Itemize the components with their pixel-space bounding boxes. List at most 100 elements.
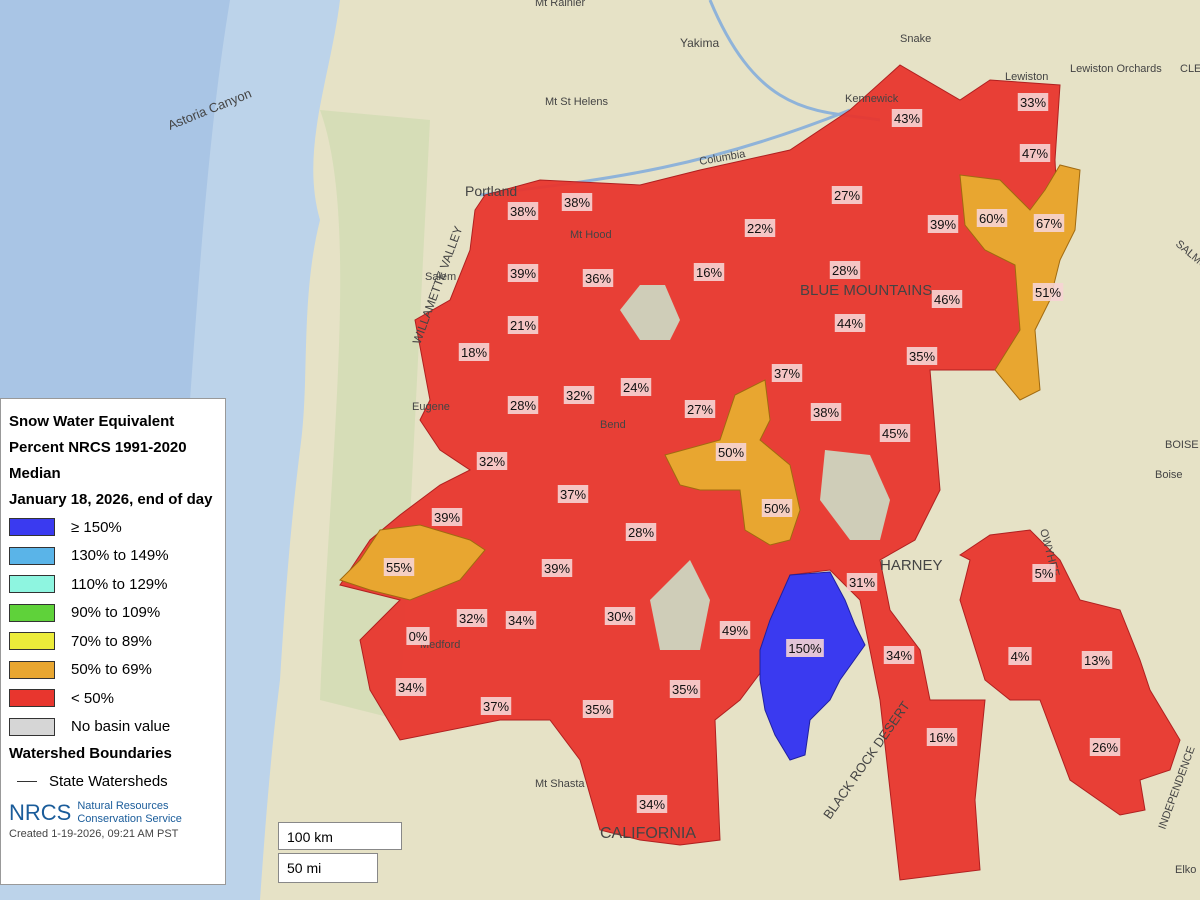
label-bg xyxy=(1032,283,1064,301)
label-bg xyxy=(1033,214,1065,232)
label-bg xyxy=(480,697,512,715)
label-bg xyxy=(1032,564,1056,582)
legend-row: ≥ 150% xyxy=(9,513,217,542)
basin-label: 5% xyxy=(1035,566,1054,581)
label-bg xyxy=(507,264,539,282)
label-bg xyxy=(1019,144,1051,162)
basin-label: 34% xyxy=(398,680,424,695)
label-bg xyxy=(883,646,915,664)
basin-area xyxy=(959,529,1181,816)
label-bg xyxy=(507,316,539,334)
basin-label: 38% xyxy=(510,204,536,219)
basin-label: 46% xyxy=(934,292,960,307)
legend-label: ≥ 150% xyxy=(71,518,122,536)
label-bg xyxy=(431,508,463,526)
agency: Conservation Service xyxy=(77,812,182,825)
basin-label: 39% xyxy=(510,266,536,281)
basin-label: 38% xyxy=(813,405,839,420)
basin-label: 4% xyxy=(1011,649,1030,664)
scale-km: 100 km xyxy=(278,822,402,850)
basin-label: 55% xyxy=(386,560,412,575)
place-label: Mt Rainier xyxy=(535,0,585,9)
label-bg xyxy=(846,573,878,591)
basin-label: 34% xyxy=(886,648,912,663)
no-value-area xyxy=(620,285,680,340)
basin-label: 32% xyxy=(479,454,505,469)
label-bg xyxy=(976,209,1008,227)
place-label: Lewiston xyxy=(1005,71,1048,83)
label-bg xyxy=(620,378,652,396)
label-bg xyxy=(931,290,963,308)
label-bg xyxy=(507,396,539,414)
place-label: CLEAR xyxy=(1180,63,1200,75)
basin-label: 18% xyxy=(461,345,487,360)
basin-label: 28% xyxy=(510,398,536,413)
legend-swatch xyxy=(9,603,55,622)
basin-label: 39% xyxy=(434,510,460,525)
basin-label: 16% xyxy=(929,730,955,745)
legend-row: < 50% xyxy=(9,684,217,713)
label-bg xyxy=(669,680,701,698)
basin-label: 36% xyxy=(585,271,611,286)
place-label: Medford xyxy=(420,639,460,651)
no-value-area xyxy=(650,560,710,650)
label-bg xyxy=(557,485,589,503)
place-label: HARNEY xyxy=(880,557,943,574)
basin-label: 49% xyxy=(722,623,748,638)
legend-label: 90% to 109% xyxy=(71,604,161,622)
basin-label: 27% xyxy=(687,402,713,417)
basin-label: 35% xyxy=(585,702,611,717)
label-bg xyxy=(1081,651,1113,669)
basin-label: 39% xyxy=(544,561,570,576)
no-value-area xyxy=(820,450,890,540)
label-bg xyxy=(582,700,614,718)
legend-row: No basin value xyxy=(9,713,217,742)
label-bg xyxy=(786,639,824,657)
label-bg xyxy=(906,347,938,365)
legend-label: 110% to 129% xyxy=(71,575,168,593)
legend-swatch xyxy=(9,518,55,537)
label-bg xyxy=(1017,93,1049,111)
place-label: Mt St Helens xyxy=(545,96,608,108)
label-bg xyxy=(458,343,490,361)
legend-swatch xyxy=(9,689,55,708)
place-label: BLUE MOUNTAINS xyxy=(800,282,932,299)
legend-row: 70% to 89% xyxy=(9,627,217,656)
basin-label: 39% xyxy=(930,217,956,232)
label-bg xyxy=(715,443,747,461)
basin-label: 67% xyxy=(1036,216,1062,231)
basin-label: 38% xyxy=(564,195,590,210)
label-bg xyxy=(810,403,842,421)
label-bg xyxy=(831,186,863,204)
label-bg xyxy=(582,269,614,287)
basin-label: 27% xyxy=(834,188,860,203)
legend-swatch xyxy=(9,717,55,736)
basin-area xyxy=(759,571,866,761)
label-bg xyxy=(507,202,539,220)
label-bg xyxy=(879,424,911,442)
basin-label: 34% xyxy=(639,797,665,812)
label-bg xyxy=(761,499,793,517)
label-bg xyxy=(834,314,866,332)
basin-label: 50% xyxy=(718,445,744,460)
basin-label: 51% xyxy=(1035,285,1061,300)
label-bg xyxy=(395,678,427,696)
place-label: Eugene xyxy=(412,401,450,413)
basin-label: 32% xyxy=(459,611,485,626)
basin-label: 33% xyxy=(1020,95,1046,110)
legend-row: 90% to 109% xyxy=(9,599,217,628)
place-label: Bend xyxy=(600,419,626,431)
basin-label: 26% xyxy=(1092,740,1118,755)
place-label: Yakima xyxy=(680,36,719,50)
basin-label: 150% xyxy=(788,641,822,656)
basin-label: 32% xyxy=(566,388,592,403)
legend: Snow Water Equivalent Percent NRCS 1991-… xyxy=(0,398,226,885)
basin-label: 24% xyxy=(623,380,649,395)
place-label: Mt Shasta xyxy=(535,778,585,790)
label-bg xyxy=(625,523,657,541)
boundary-line xyxy=(17,780,37,782)
boundary-row: State Watersheds xyxy=(9,767,217,796)
label-bg xyxy=(476,452,508,470)
scale-mi: 50 mi xyxy=(278,853,378,883)
